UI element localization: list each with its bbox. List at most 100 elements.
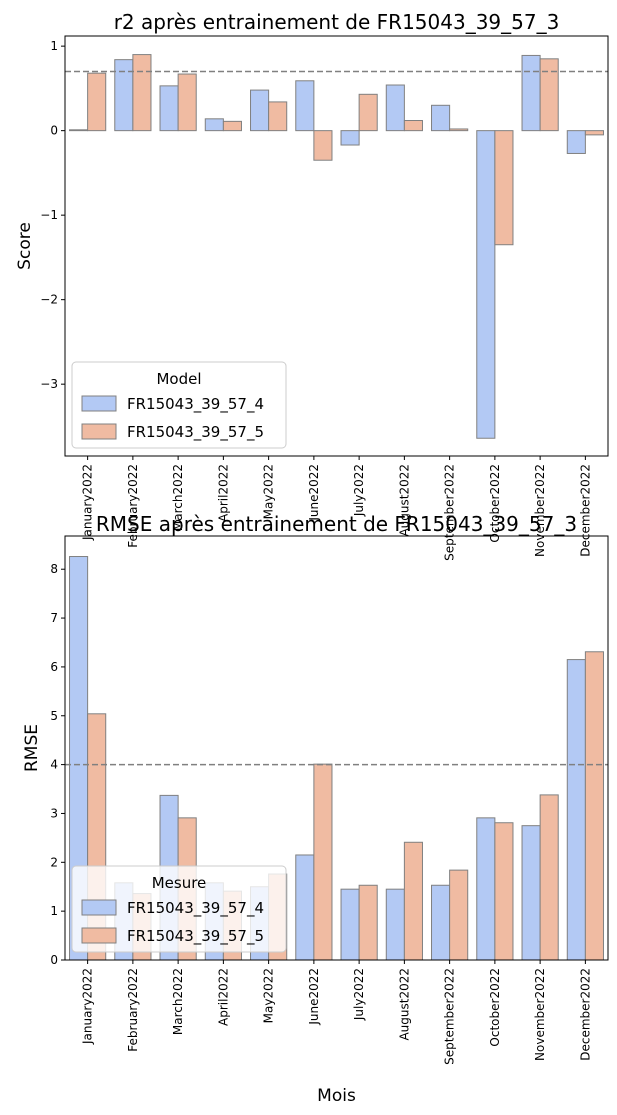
x-tick-label: August2022: [397, 968, 411, 1041]
x-tick-label: November2022: [533, 968, 547, 1061]
x-tick-label: December2022: [578, 464, 592, 557]
bar-2-August2022: [403, 120, 423, 132]
y-tick-label: 1: [50, 904, 58, 918]
r2-chart: 1 0 −1 −2 −3 January2022 February2022 March2022…: [15, 10, 609, 561]
legend-swatch-2: [81, 927, 117, 944]
legend-label-2: FR15043_39_57_5: [127, 423, 264, 442]
bar-2-March2022: [177, 73, 197, 132]
y-axis-label: Score: [15, 222, 35, 270]
bar-2-November2022: [539, 58, 559, 132]
bar-1-June2022: [295, 80, 315, 132]
plot-frame: [64, 535, 609, 961]
bar-1-September2022: [431, 884, 451, 961]
bar-1-July2022: [340, 888, 360, 961]
chart-title: r2 après entrainement de FR15043_39_57_3: [114, 10, 560, 34]
bar-2-June2022: [313, 130, 333, 161]
bar-2-September2022: [449, 128, 469, 132]
bar-2-August2022: [403, 841, 423, 961]
x-axis-label: Mois: [317, 1086, 356, 1106]
bar-1-January2022: [69, 129, 89, 132]
bar-1-December2022: [566, 130, 586, 154]
y-tick-label: 2: [50, 855, 58, 869]
y-tick-label: 5: [50, 709, 58, 723]
chart-title: RMSE après entrainement de FR15043_39_57…: [96, 512, 577, 536]
x-tick-label: May2022: [262, 464, 276, 519]
y-tick-label: 6: [50, 660, 58, 674]
y-axis-label: RMSE: [22, 724, 42, 772]
y-tick-label: 7: [50, 611, 58, 625]
x-tick-label: June2022: [307, 968, 321, 1026]
legend-swatch-2: [81, 423, 117, 440]
x-tick-label: November2022: [533, 464, 547, 557]
x-tick-label: April2022: [216, 968, 230, 1026]
legend-label-2: FR15043_39_57_5: [127, 927, 264, 946]
bar-1-May2022: [250, 89, 270, 132]
bar-2-September2022: [449, 869, 469, 961]
y-tick-label: 4: [50, 758, 58, 772]
bar-2-June2022: [313, 763, 333, 961]
bar-1-October2022: [476, 130, 496, 439]
y-tick-label: −2: [40, 293, 58, 307]
legend-title: Model: [156, 370, 201, 388]
x-tick-label: October2022: [488, 464, 502, 543]
bar-1-April2022: [204, 118, 224, 132]
y-tick-label: −3: [40, 377, 58, 391]
x-tick-label: December2022: [578, 968, 592, 1061]
x-tick-label: March2022: [171, 464, 185, 531]
bar-2-January2022: [87, 72, 107, 132]
bar-2-October2022: [494, 822, 514, 961]
y-tick-label: 8: [50, 562, 58, 576]
bar-1-November2022: [521, 54, 541, 132]
y-tick-label: −1: [40, 208, 58, 222]
bar-1-June2022: [295, 854, 315, 961]
x-tick-label: September2022: [443, 464, 457, 561]
legend: Mesure FR15043_39_57_4 FR15043_39_57_5: [71, 865, 287, 953]
bar-2-November2022: [539, 794, 559, 961]
x-tick-label: January2022: [81, 968, 95, 1045]
x-tick-label: May2022: [262, 968, 276, 1023]
legend-swatch-1: [81, 395, 117, 412]
x-tick-label: April2022: [216, 464, 230, 522]
legend-label-1: FR15043_39_57_4: [127, 395, 264, 414]
y-tick-label: 3: [50, 806, 58, 820]
bar-2-July2022: [358, 93, 378, 132]
bar-1-November2022: [521, 825, 541, 961]
bar-1-September2022: [431, 104, 451, 132]
bar-1-August2022: [385, 84, 405, 132]
rmse-chart: 0 1 2 3 4 5 6 7 8 January2022 February2022 March202…: [22, 512, 609, 1106]
legend-title: Mesure: [152, 874, 207, 892]
bar-1-August2022: [385, 888, 405, 961]
bar-2-May2022: [268, 101, 288, 132]
bar-2-April2022: [222, 120, 242, 132]
legend-label-1: FR15043_39_57_4: [127, 899, 264, 918]
legend-box: [71, 865, 287, 953]
x-tick-label: February2022: [126, 968, 140, 1052]
legend: Model FR15043_39_57_4 FR15043_39_57_5: [71, 361, 287, 449]
bar-2-December2022: [584, 651, 604, 961]
x-tick-label: September2022: [443, 968, 457, 1065]
bar-2-October2022: [494, 130, 514, 246]
x-tick-label: June2022: [307, 464, 321, 522]
x-tick-label: July2022: [352, 968, 366, 1021]
bar-2-December2022: [584, 130, 604, 136]
legend-box: [71, 361, 287, 449]
plot-frame: [64, 35, 609, 457]
y-tick-label: 1: [50, 39, 58, 53]
y-tick-label: 0: [50, 953, 58, 967]
bar-1-December2022: [566, 659, 586, 961]
bar-1-March2022: [159, 85, 179, 132]
x-tick-label: March2022: [171, 968, 185, 1035]
x-tick-label: January2022: [81, 464, 95, 541]
legend-swatch-1: [81, 899, 117, 916]
x-tick-label: October2022: [488, 968, 502, 1047]
bar-1-July2022: [340, 130, 360, 146]
y-tick-label: 0: [50, 124, 58, 138]
x-tick-label: February2022: [126, 464, 140, 548]
bar-1-February2022: [114, 59, 134, 132]
x-tick-label: August2022: [397, 464, 411, 537]
bar-1-October2022: [476, 817, 496, 961]
bar-2-February2022: [132, 54, 152, 132]
x-tick-label: July2022: [352, 464, 366, 517]
bar-2-July2022: [358, 884, 378, 961]
